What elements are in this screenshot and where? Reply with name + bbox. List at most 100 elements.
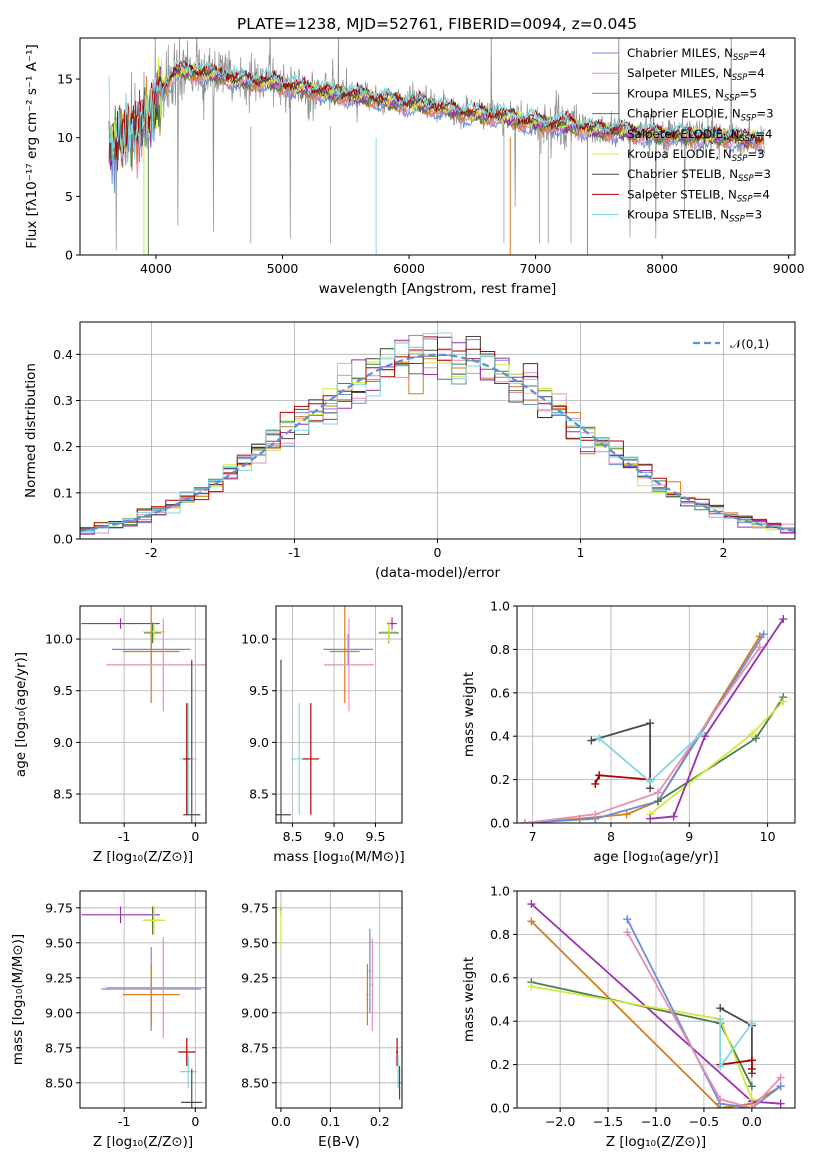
- y-tick-label: 0.2: [490, 772, 510, 787]
- spectrum-plot-area: [108, 38, 765, 255]
- x-axis-label: mass [log₁₀(M/M⊙)]: [273, 849, 404, 865]
- legend-sub: SSP: [741, 114, 757, 124]
- legend-entry: Chabrier MILES, NSSP=4: [627, 46, 766, 63]
- weight-marker: [646, 777, 655, 786]
- age-vs-Z-gridlines: [80, 606, 206, 823]
- mass-vs-Z-plot-area: [81, 906, 206, 1108]
- x-tick-label: 9.5: [366, 829, 386, 844]
- weight-marker: [716, 1062, 725, 1071]
- legend-sub: SSP: [724, 93, 740, 103]
- y-tick-label: 0.8: [490, 927, 510, 942]
- weight-marker: [587, 736, 596, 745]
- weight-marker: [779, 615, 788, 624]
- weight-vs-Z-frame: [516, 890, 796, 1109]
- legend-entry: Salpeter MILES, NSSP=4: [627, 66, 765, 83]
- y-tick-label: 1.0: [490, 884, 510, 899]
- residuals-axes: -2 -1 0 1 2 0.0 0.1 0.2 0.3 0.4 (data-model)/error…: [23, 321, 796, 581]
- y-axis-label: Flux [fλ10⁻¹⁷ erg cm⁻² s⁻¹ A⁻¹]: [24, 44, 40, 249]
- weight-marker: [716, 1004, 725, 1013]
- y-tick-label: 10.0: [241, 632, 269, 647]
- x-tick-label: 7: [529, 829, 537, 844]
- weight-marker: [751, 734, 760, 743]
- x-tick-label: −1.5: [593, 1114, 623, 1129]
- legend-sub: SSP: [733, 53, 749, 63]
- y-tick-label: 9.50: [45, 935, 73, 950]
- weight-vs-age-frame: [516, 605, 796, 824]
- weight-marker: [595, 771, 604, 780]
- errorbar-point-kroupa-elodie: [142, 906, 166, 935]
- y-tick-label: 9.0: [53, 735, 73, 750]
- x-tick-label: -1: [118, 1114, 130, 1129]
- spectrum-axes: 4000 5000 6000 7000 8000 9000 0 5 10 15 wavelength…: [24, 37, 805, 297]
- x-tick-label: 10: [760, 829, 776, 844]
- y-tick-label: 8.50: [45, 1075, 73, 1090]
- errorbar-point-chabrier-stelib: [181, 1068, 203, 1108]
- weight-series-kroupa-stelib: [595, 730, 706, 786]
- weight-marker: [759, 630, 768, 639]
- weight-marker: [669, 812, 678, 821]
- x-tick-label: 0.0: [271, 1114, 291, 1129]
- x-tick-label: 6000: [393, 261, 425, 276]
- errorbar-point-chabrier-elodie: [144, 622, 162, 644]
- weight-series-kroupa-stelib: [716, 1015, 756, 1071]
- weight-line: [650, 618, 785, 820]
- gaussian-reference-line: [80, 353, 795, 532]
- legend-sub: SSP: [737, 194, 753, 204]
- mass-vs-EBV-gridlines: [276, 891, 402, 1108]
- y-tick-label: 8.50: [241, 1075, 269, 1090]
- legend-entry: Salpeter STELIB, NSSP=4: [627, 187, 770, 204]
- y-tick-label: 9.75: [241, 900, 269, 915]
- mass-vs-EBV-plot-area: [279, 903, 401, 1100]
- y-tick-label: 1.0: [490, 599, 510, 614]
- x-tick-label: 9.0: [324, 829, 344, 844]
- y-tick-label: 10.0: [45, 632, 73, 647]
- model-spectrum-kroupa-stelib: [108, 58, 764, 162]
- errorbar-point-salpeter-elodie: [81, 906, 160, 924]
- mass-vs-Z-frame: [79, 890, 207, 1109]
- errorbar-point-kroupa-miles: [329, 606, 360, 704]
- weight-marker: [623, 928, 632, 937]
- weight-line: [626, 931, 782, 1108]
- x-axis-label: Z [log₁₀(Z/Z⊙)]: [93, 849, 193, 865]
- age-vs-Z-frame: [79, 605, 207, 824]
- legend-suffix: =3: [745, 208, 762, 222]
- legend-entry: Salpeter ELODIE, NSSP=4: [627, 127, 772, 144]
- weight-marker: [776, 1099, 785, 1108]
- errorbar-point-salpeter-miles: [371, 938, 374, 1031]
- y-tick-label: 8.5: [53, 787, 73, 802]
- y-axis-label: mass [log₁₀(M/M⊙)]: [10, 934, 26, 1065]
- y-tick-label: 9.00: [45, 1005, 73, 1020]
- errorbar-point-salpeter-stelib: [302, 703, 320, 815]
- x-tick-label: 8: [607, 829, 615, 844]
- y-tick-label: 8.75: [45, 1040, 73, 1055]
- y-tick-label: 8.75: [241, 1040, 269, 1055]
- legend-suffix: =4: [752, 187, 769, 201]
- errorbar-point-salpeter-miles: [106, 937, 206, 1038]
- y-tick-label: 0.0: [490, 1101, 510, 1116]
- spectrum-legend: Chabrier MILES, NSSP=4 Salpeter MILES, NS…: [592, 46, 774, 225]
- errorbar-point-chabrier-stelib: [183, 659, 201, 823]
- weight-series-kroupa-elodie: [646, 697, 788, 819]
- weight-marker: [747, 1095, 756, 1104]
- weight-series-salpeter-miles: [520, 643, 764, 823]
- weight-vs-Z-plot-area: [527, 900, 785, 1108]
- errorbar-point-kroupa-stelib: [179, 1054, 197, 1089]
- age-vs-mass-frame: [275, 605, 403, 824]
- x-tick-label: 8000: [646, 261, 678, 276]
- y-axis-label: Normed distribution: [23, 363, 39, 498]
- weight-marker: [646, 719, 655, 728]
- weight-series-salpeter-elodie: [646, 615, 788, 823]
- y-tick-label: 9.00: [241, 1005, 269, 1020]
- legend-suffix: =5: [740, 86, 757, 100]
- weight-marker: [527, 982, 536, 991]
- legend-label: Chabrier STELIB, N: [627, 167, 738, 181]
- weight-marker: [776, 1073, 785, 1082]
- y-tick-label: 0.6: [490, 970, 510, 985]
- x-axis-label: (data-model)/error: [375, 565, 501, 581]
- y-tick-label: 5: [65, 189, 73, 204]
- errorbar-point-kroupa-stelib: [397, 1054, 400, 1089]
- legend-label: Kroupa ELODIE, N: [627, 147, 732, 161]
- y-tick-label: 0.4: [490, 729, 510, 744]
- weight-marker: [716, 1015, 725, 1024]
- legend-suffix: =4: [755, 127, 772, 141]
